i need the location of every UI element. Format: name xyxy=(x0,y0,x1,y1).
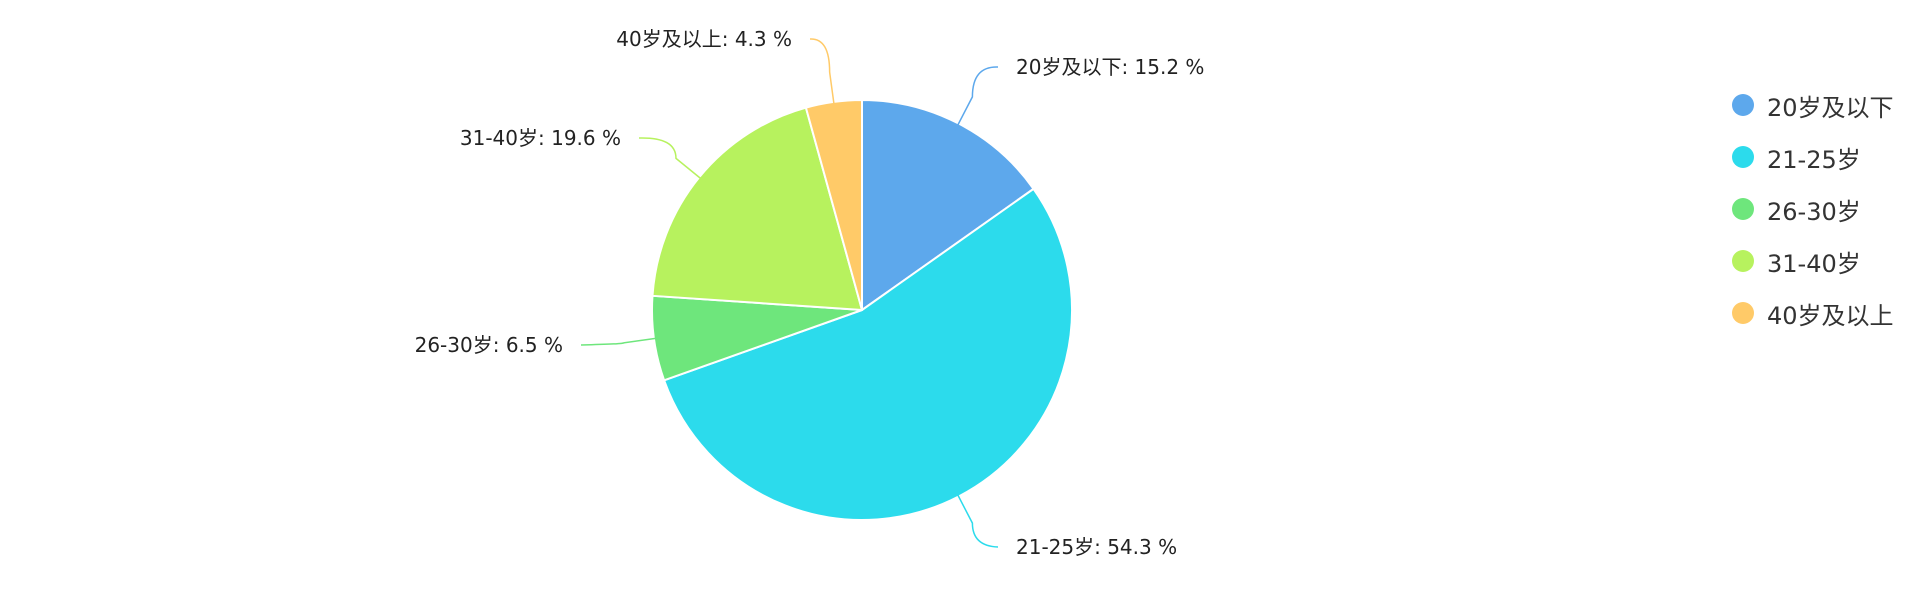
legend-marker-icon xyxy=(1732,302,1754,324)
slice-label-31-40: 31-40岁: 19.6 % xyxy=(460,126,621,150)
pie-slices xyxy=(651,99,1073,521)
legend-label: 26-30岁 xyxy=(1767,197,1861,226)
legend-item-26-30[interactable]: 26-30岁 xyxy=(1732,196,1894,226)
leader-line-over-40 xyxy=(809,38,836,110)
legend-marker-icon xyxy=(1732,94,1754,116)
legend-item-over-40[interactable]: 40岁及以上 xyxy=(1732,300,1894,330)
slice-labels: 20岁及以下: 15.2 % 21-25岁: 54.3 % 26-30岁: 6.5 … xyxy=(415,27,1205,559)
leader-line-21-25 xyxy=(954,489,999,548)
legend-label: 40岁及以上 xyxy=(1767,301,1894,330)
slice-label-under-20: 20岁及以下: 15.2 % xyxy=(1016,55,1204,79)
legend-marker-icon xyxy=(1732,250,1754,272)
slice-label-26-30: 26-30岁: 6.5 % xyxy=(415,333,563,357)
legend: 20岁及以下 21-25岁 26-30岁 31-40岁 40岁及以上 xyxy=(1732,92,1894,352)
slice-label-21-25: 21-25岁: 54.3 % xyxy=(1016,535,1177,559)
legend-item-under-20[interactable]: 20岁及以下 xyxy=(1732,92,1894,122)
legend-item-21-25[interactable]: 21-25岁 xyxy=(1732,144,1894,174)
legend-label: 31-40岁 xyxy=(1767,249,1861,278)
legend-item-31-40[interactable]: 31-40岁 xyxy=(1732,248,1894,278)
slice-label-over-40: 40岁及以上: 4.3 % xyxy=(616,27,792,51)
legend-label: 21-25岁 xyxy=(1767,145,1861,174)
leader-line-under-20 xyxy=(954,66,999,131)
leader-line-26-30 xyxy=(580,336,662,346)
legend-marker-icon xyxy=(1732,198,1754,220)
legend-marker-icon xyxy=(1732,146,1754,168)
leader-line-31-40 xyxy=(638,137,706,183)
legend-label: 20岁及以下 xyxy=(1767,93,1894,122)
leader-lines xyxy=(580,38,999,548)
